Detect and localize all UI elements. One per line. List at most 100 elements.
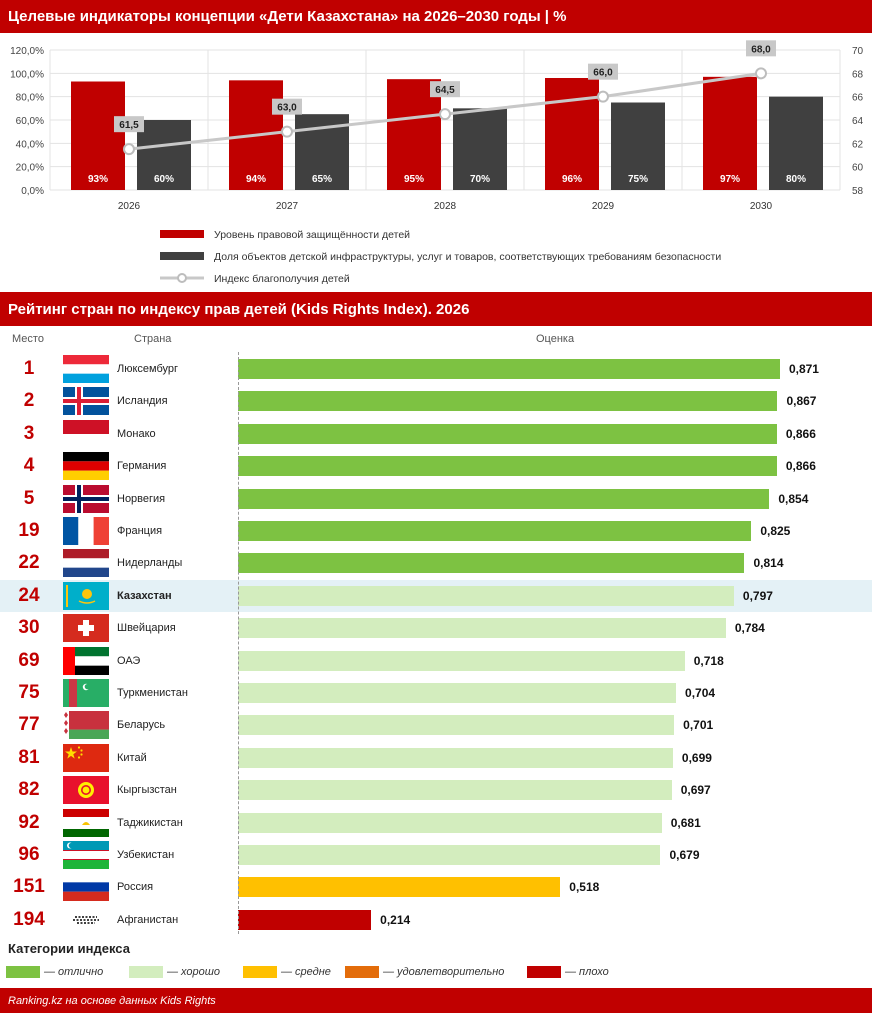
wellbeing-point [281, 125, 293, 138]
norway-flag-icon [63, 484, 109, 513]
rank-number: 2 [23, 390, 35, 412]
y-right-tick-label: 64 [852, 116, 864, 127]
country-name: Норвегия [117, 492, 166, 505]
country-name: Туркменистан [117, 687, 188, 699]
legend-label: Доля объектов детской инфраструктуры, ус… [214, 251, 721, 263]
x-tick-label: 2030 [750, 201, 773, 212]
country-name: Монако [117, 427, 156, 440]
rank-number: 194 [13, 908, 45, 930]
score-value: 0,797 [742, 588, 773, 603]
score-value: 0,784 [734, 621, 765, 636]
wellbeing-point [439, 108, 451, 121]
wellbeing-point [755, 67, 767, 80]
ranking-row: 1 Люксембург 0,871 [0, 353, 872, 385]
line-label-box [114, 116, 144, 133]
score-value: 0,866 [785, 426, 816, 441]
y-right-tick-label: 58 [852, 186, 864, 197]
legend-bar-swatch [160, 230, 204, 238]
rank-number: 30 [18, 617, 40, 639]
bar-infrastructure [769, 96, 823, 190]
x-tick-label: 2027 [276, 201, 299, 212]
score-bar [238, 553, 745, 574]
legend-swatch [527, 966, 561, 978]
y-left-tick-label: 20,0% [16, 163, 44, 174]
legend-point-swatch [177, 273, 187, 283]
score-value: 0,814 [753, 556, 784, 571]
y-left-tick-label: 40,0% [16, 139, 44, 150]
country-name: Россия [117, 881, 154, 894]
x-tick-label: 2026 [118, 201, 141, 212]
kazakhstan-flag-icon [63, 581, 109, 610]
uzbekistan-flag-icon [63, 841, 109, 869]
column-header-score: Оценка [536, 333, 575, 345]
score-value: 0,681 [670, 815, 701, 830]
ranking-row: 82 Кыргызстан 0,697 [0, 774, 872, 806]
y-right-tick-label: 68 [852, 69, 864, 80]
score-bar [238, 488, 770, 509]
legend-bar-swatch [160, 252, 204, 260]
score-bar [238, 845, 661, 865]
rank-number: 5 [23, 487, 35, 509]
score-bar [238, 521, 752, 541]
score-bar [238, 359, 780, 379]
rank-number: 75 [18, 682, 40, 703]
targets-combo-chart: 0,0% 20,0% 40,0% 60,0% 80,0% 100,0% 120,0% 58 60… [10, 40, 864, 285]
rank-number: 4 [23, 455, 35, 477]
ranking-row: 77 Беларусь 0,701 [0, 709, 872, 741]
switzerland-flag-icon [63, 614, 109, 643]
score-bar [238, 456, 777, 477]
bar-data-label: 65% [312, 174, 332, 185]
rank-number: 151 [13, 876, 45, 898]
x-tick-label: 2028 [434, 201, 457, 212]
uae-flag-icon [63, 646, 109, 675]
china-flag-icon [63, 743, 109, 772]
chart1-title: Целевые индикаторы концепции «Дети Казах… [8, 8, 567, 25]
bar-infrastructure [453, 108, 507, 190]
score-bar [238, 812, 662, 833]
country-name: Казахстан [117, 589, 172, 602]
rank-number: 3 [23, 422, 35, 444]
y-right-tick-label: 70 [852, 46, 864, 57]
rank-number: 81 [18, 746, 40, 768]
ranking-row: 151 Россия 0,518 [0, 871, 872, 903]
ranking-row: 96 Узбекистан 0,679 [0, 839, 872, 871]
score-bar [238, 909, 372, 930]
ranking-row: 4 Германия 0,866 [0, 450, 872, 482]
legend-item-average: — средне [243, 965, 331, 979]
line-label-box [746, 40, 776, 57]
legend-label: — хорошо [167, 966, 221, 978]
column-header-country: Страна [134, 333, 172, 345]
afghanistan-flag-icon [63, 905, 109, 934]
bar-protection [703, 76, 757, 190]
score-value: 0,704 [685, 686, 716, 700]
score-bar [238, 683, 677, 703]
bar-data-label: 94% [246, 174, 266, 185]
rank-number: 19 [18, 520, 40, 541]
ranking-row: 30 Швейцария 0,784 [0, 612, 872, 644]
line-label-box [430, 81, 460, 98]
legend-item-poor: — плохо [527, 965, 609, 979]
ranking-row: 2 Исландия 0,867 [0, 385, 872, 417]
rank-number: 92 [18, 811, 40, 833]
score-value: 0,214 [380, 912, 411, 927]
bar-protection [71, 81, 125, 190]
line-data-label: 61,5 [119, 120, 139, 131]
score-value: 0,718 [693, 653, 724, 668]
monaco-flag-icon [63, 419, 109, 448]
ranking-row: 22 Нидерланды 0,814 [0, 547, 872, 579]
score-value: 0,825 [760, 524, 791, 538]
score-bar [238, 650, 685, 671]
y-left-tick-label: 60,0% [16, 116, 44, 127]
rank-number: 24 [18, 584, 40, 606]
score-bar [238, 780, 672, 801]
country-name: Афганистан [117, 913, 179, 926]
ranking-row: 69 ОАЭ 0,718 [0, 645, 872, 677]
rank-number: 1 [23, 358, 35, 379]
y-left-tick-label: 100,0% [10, 69, 44, 80]
score-bar [238, 618, 726, 639]
y-left-tick-label: 120,0% [10, 46, 44, 57]
chart2-title: Рейтинг стран по индексу прав детей (Kid… [8, 300, 470, 318]
country-name: Нидерланды [117, 557, 183, 570]
country-name: Кыргызстан [117, 784, 177, 797]
legend-label: — отлично [44, 966, 104, 978]
